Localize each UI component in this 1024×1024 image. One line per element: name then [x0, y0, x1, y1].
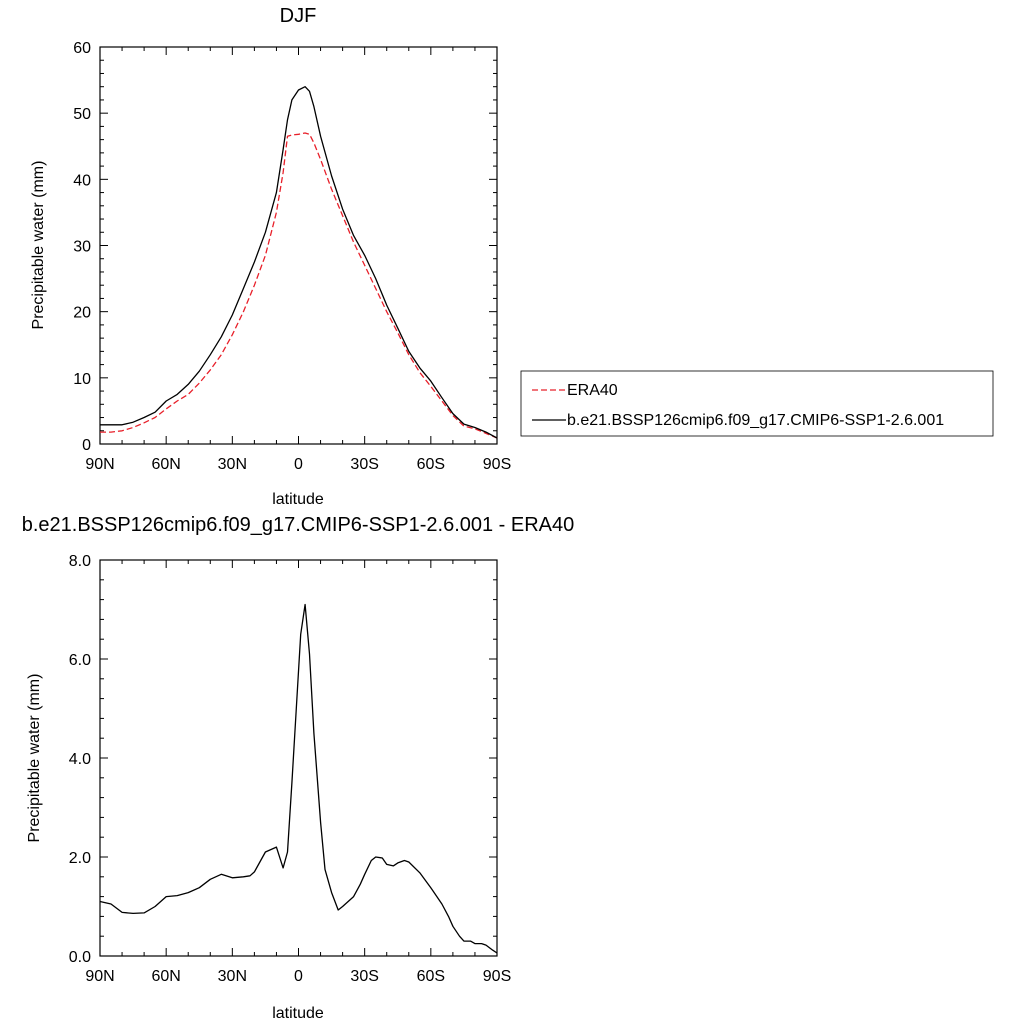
bottom-y-axis-label: Precipitable water (mm) — [26, 674, 43, 843]
top-x-tick-label: 0 — [294, 456, 303, 473]
top-y-tick-label: 50 — [73, 106, 91, 123]
bottom-x-tick-label: 90N — [85, 968, 114, 985]
top-chart-title: DJF — [280, 5, 317, 27]
bottom-x-tick-label: 30S — [350, 968, 378, 985]
bottom-panel: b.e21.BSSP126cmip6.f09_g17.CMIP6-SSP1-2.… — [22, 514, 575, 1022]
top-x-tick-label: 60N — [151, 456, 180, 473]
top-y-tick-label: 60 — [73, 40, 91, 57]
bottom-y-tick-label: 4.0 — [69, 751, 91, 768]
bottom-x-tick-label: 30N — [218, 968, 247, 985]
bottom-y-tick-label: 2.0 — [69, 850, 91, 867]
bottom-x-tick-label: 0 — [294, 968, 303, 985]
legend-box — [520, 370, 994, 437]
top-x-tick-label: 90S — [483, 456, 511, 473]
legend-label-model: b.e21.BSSP126cmip6.f09_g17.CMIP6-SSP1-2.… — [567, 412, 944, 429]
legend-label-era40: ERA40 — [567, 382, 618, 399]
top-y-axis-label: Precipitable water (mm) — [30, 161, 47, 330]
top-axis-ticks: 90N 60N 30N 0 30S 60S 90S 0 10 20 30 40 50 60 — [73, 40, 511, 473]
top-y-tick-label: 0 — [82, 437, 91, 454]
bottom-y-tick-label: 0.0 — [69, 949, 91, 966]
bottom-x-tick-label: 90S — [483, 968, 511, 985]
bottom-y-tick-label: 8.0 — [69, 553, 91, 570]
top-y-tick-label: 40 — [73, 172, 91, 189]
top-series-line-1 — [100, 86, 498, 439]
top-panel: DJF 90N 60N 30N 0 30S 60S 90S 0 10 20 30 40 50 60 lat… — [30, 5, 511, 508]
bottom-chart-title: b.e21.BSSP126cmip6.f09_g17.CMIP6-SSP1-2.… — [22, 514, 575, 536]
bottom-axis-ticks: 90N 60N 30N 0 30S 60S 90S 0.0 2.0 4.0 6.0 8.0 — [69, 553, 511, 985]
bottom-series-line-0 — [99, 603, 498, 954]
bottom-x-axis-label: latitude — [272, 1005, 324, 1022]
top-x-tick-label: 30N — [218, 456, 247, 473]
top-x-axis-label: latitude — [272, 491, 324, 508]
top-series-group — [100, 86, 498, 439]
top-x-tick-label: 90N — [85, 456, 114, 473]
bottom-x-tick-label: 60S — [417, 968, 445, 985]
top-y-tick-label: 10 — [73, 371, 91, 388]
legend: ERA40 b.e21.BSSP126cmip6.f09_g17.CMIP6-S… — [520, 370, 994, 437]
top-y-tick-label: 30 — [73, 239, 91, 256]
top-plot-frame — [99, 46, 498, 445]
top-x-tick-label: 30S — [350, 456, 378, 473]
bottom-series-group — [99, 603, 498, 954]
bottom-y-tick-label: 6.0 — [69, 652, 91, 669]
top-y-tick-label: 20 — [73, 305, 91, 322]
top-series-line-0 — [100, 132, 498, 439]
top-x-tick-label: 60S — [417, 456, 445, 473]
bottom-x-tick-label: 60N — [151, 968, 180, 985]
